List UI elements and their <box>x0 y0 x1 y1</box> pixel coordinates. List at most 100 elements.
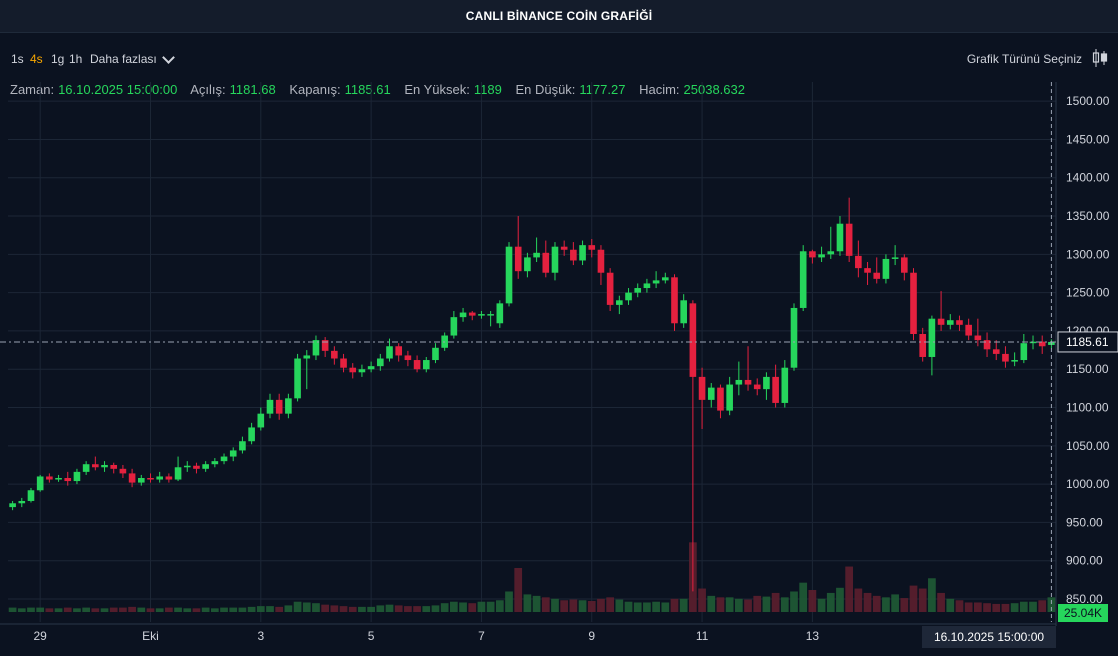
volume-bar <box>1029 601 1037 612</box>
candle-body <box>321 340 329 351</box>
candle-body <box>901 257 908 273</box>
volume-bar <box>73 608 81 612</box>
volume-bar <box>854 588 863 612</box>
toolbar: 1s 4s 1g 1h Daha fazlası Grafik Türünü S… <box>0 44 1118 72</box>
volume-bar <box>8 607 17 612</box>
candle-body <box>432 347 439 361</box>
volume-bar <box>826 592 835 612</box>
candle-body <box>570 249 577 261</box>
candle-body <box>413 360 421 370</box>
candlestick-icon[interactable] <box>1092 48 1108 68</box>
candle-body <box>524 257 531 272</box>
candle-body <box>73 471 81 482</box>
volume-bar <box>532 595 541 612</box>
timeframe-4s[interactable]: 4s <box>30 52 43 66</box>
y-tick-label: 1150.00 <box>1066 362 1109 376</box>
crosshair-date-label: 16.10.2025 15:00:00 <box>934 630 1044 644</box>
candle-body <box>625 292 632 301</box>
candle-body <box>165 476 173 480</box>
candle-body <box>331 350 338 359</box>
y-tick-label: 1300.00 <box>1066 247 1110 261</box>
candle-body <box>992 349 1000 354</box>
open-value: 1181.68 <box>229 82 276 97</box>
candle-body <box>597 249 605 273</box>
candle-body <box>772 376 779 403</box>
chart-type-button[interactable]: Grafik Türünü Seçiniz <box>966 52 1082 66</box>
close-value: 1185.61 <box>344 82 391 97</box>
y-tick-label: 1000.00 <box>1066 477 1110 491</box>
candle-body <box>358 369 366 373</box>
volume-bar <box>413 606 421 612</box>
volume-bar <box>449 601 458 612</box>
last-volume-box <box>1058 604 1108 622</box>
candle-body <box>82 464 90 472</box>
candle-body <box>818 254 825 258</box>
volume-bar <box>459 602 467 612</box>
candle-body <box>266 399 274 414</box>
candle-body <box>680 300 687 324</box>
open-label: Açılış: <box>190 82 226 97</box>
volume-bar <box>128 606 136 612</box>
volume-bar <box>367 606 375 612</box>
timeframe-1s[interactable]: 1s <box>11 52 24 66</box>
candle-body <box>744 379 752 385</box>
candle-body <box>845 223 853 256</box>
timeframe-1g[interactable]: 1g <box>51 52 65 66</box>
candle-body <box>1038 341 1046 347</box>
candle-body <box>496 303 504 324</box>
volume-bar <box>302 602 311 612</box>
crosshair-date-box <box>922 626 1056 648</box>
candle-body <box>928 318 936 357</box>
volume-bar <box>1010 603 1019 612</box>
volume-bar <box>909 585 918 612</box>
candle-body <box>156 476 163 480</box>
candle-body <box>616 300 623 305</box>
candle-body <box>285 398 292 414</box>
volume-bar <box>780 597 789 612</box>
volume-bar <box>100 608 109 612</box>
volume-bar <box>716 597 725 612</box>
candle-body <box>965 324 972 336</box>
close-label: Kapanış: <box>289 82 341 97</box>
candle-body <box>919 334 927 357</box>
y-tick-label: 900.00 <box>1066 554 1103 568</box>
candle-body <box>781 367 789 403</box>
candle-body <box>137 478 145 483</box>
candle-body <box>312 340 320 356</box>
candle-body <box>514 246 522 272</box>
candle-body <box>229 450 237 457</box>
candle-body <box>579 245 586 261</box>
volume-bar <box>725 597 734 612</box>
x-tick-label: 11 <box>696 629 709 643</box>
y-tick-label: 1050.00 <box>1066 439 1110 453</box>
volume-bar <box>1047 597 1056 612</box>
timeframe-1h[interactable]: 1h <box>69 52 83 66</box>
x-tick-label: 13 <box>806 629 820 643</box>
volume-bar <box>137 607 146 612</box>
candle-body <box>910 272 917 334</box>
volume-bar <box>36 607 45 612</box>
volume-bar <box>771 592 780 612</box>
more-timeframes-button[interactable]: Daha fazlası <box>90 50 175 66</box>
candle-body <box>726 384 733 411</box>
y-tick-label: 850.00 <box>1066 592 1103 606</box>
volume-bar <box>624 601 633 612</box>
volume-bar <box>670 598 679 612</box>
volume-bar <box>514 568 523 612</box>
candle-body <box>689 303 697 377</box>
candle-body <box>937 318 945 325</box>
volume-bar <box>440 603 449 612</box>
volume-bar <box>183 608 192 612</box>
volume-bar <box>1038 600 1047 612</box>
volume-bar <box>486 601 495 612</box>
x-tick-label: 7 <box>478 629 485 643</box>
candle-body <box>864 268 871 273</box>
y-tick-label: 1400.00 <box>1066 171 1110 185</box>
candle-body <box>340 358 347 368</box>
low-label: En Düşük: <box>515 82 576 97</box>
volume-bar <box>845 566 854 612</box>
volume-bar <box>146 608 155 612</box>
volume-bar <box>578 600 587 612</box>
volume-bar <box>569 599 578 612</box>
